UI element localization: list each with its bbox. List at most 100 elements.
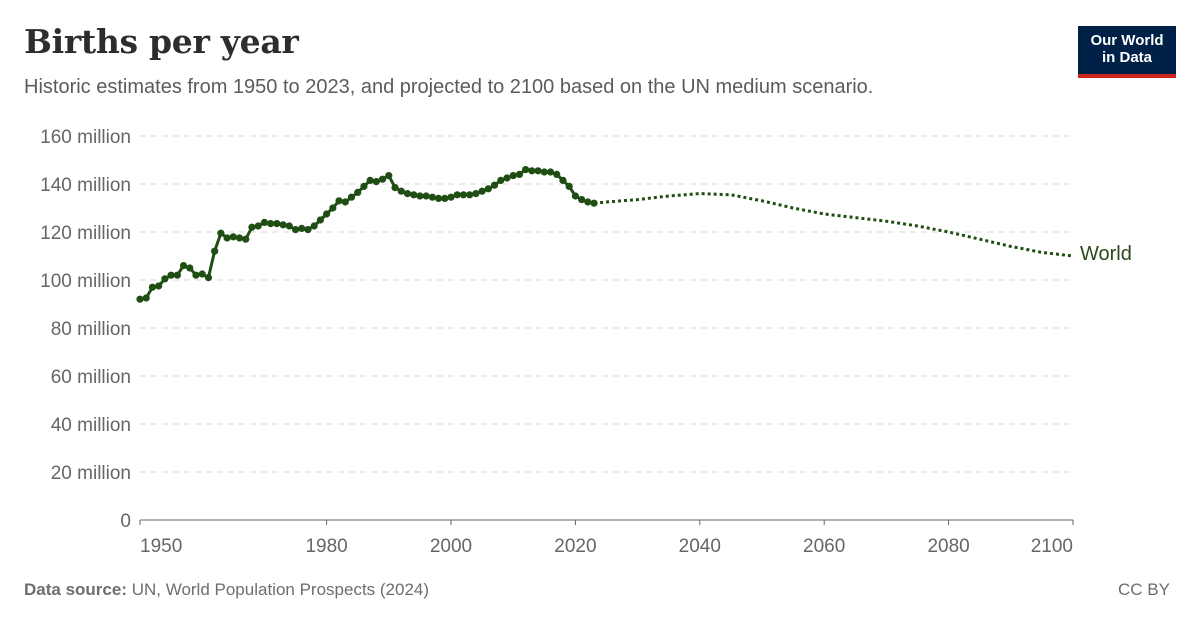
data-point <box>329 204 337 212</box>
data-point <box>366 176 374 184</box>
data-source: Data source: UN, World Population Prospe… <box>24 580 429 600</box>
data-point <box>335 197 343 205</box>
data-point <box>509 172 517 180</box>
data-point <box>298 224 306 232</box>
x-tick-label: 2080 <box>927 536 969 557</box>
axes <box>139 519 1074 525</box>
y-tick-label: 120 million <box>40 223 131 244</box>
data-point <box>179 262 188 270</box>
x-tick-label: 2040 <box>679 536 721 557</box>
data-point <box>161 275 169 283</box>
data-point <box>378 175 387 183</box>
data-point <box>571 192 580 200</box>
data-point <box>211 247 219 255</box>
data-point <box>422 192 430 200</box>
data-point <box>148 283 157 291</box>
data-point <box>453 191 461 199</box>
data-point <box>478 187 486 195</box>
owid-logo[interactable]: Our World in Data <box>1078 26 1176 78</box>
data-point <box>167 271 175 279</box>
data-point <box>459 191 468 199</box>
data-point <box>173 271 181 279</box>
y-tick-label: 0 <box>120 511 131 532</box>
data-point <box>242 235 250 243</box>
license-link[interactable]: CC BY <box>1118 580 1170 599</box>
x-tick-label: 2000 <box>430 536 472 557</box>
y-tick-label: 80 million <box>51 319 131 340</box>
data-point <box>472 190 480 198</box>
data-point <box>578 196 586 204</box>
data-point <box>546 168 555 176</box>
data-point <box>428 193 436 201</box>
data-point <box>447 193 455 201</box>
series-layer <box>136 166 1074 303</box>
data-point <box>248 223 256 231</box>
data-point <box>540 168 548 176</box>
data-point <box>285 222 293 230</box>
logo-line-1: Our World <box>1090 32 1164 49</box>
chart-title: Births per year <box>24 22 299 61</box>
data-point <box>267 220 275 228</box>
y-tick-label: 140 million <box>40 175 131 196</box>
y-tick-label: 160 million <box>40 127 131 148</box>
data-point <box>316 216 324 224</box>
data-point <box>186 264 194 272</box>
data-point <box>260 218 268 226</box>
data-point <box>273 220 281 228</box>
x-tick-label: 1980 <box>305 536 347 557</box>
data-point <box>515 170 524 178</box>
data-point <box>565 182 573 190</box>
data-point <box>279 221 287 229</box>
data-point <box>254 222 262 230</box>
data-point <box>372 178 380 186</box>
data-point <box>434 194 443 202</box>
data-point <box>198 270 206 278</box>
data-point <box>441 194 449 202</box>
data-point <box>217 229 225 237</box>
chart-subtitle: Historic estimates from 1950 to 2023, an… <box>24 76 874 98</box>
data-point <box>503 174 511 182</box>
data-point <box>235 234 244 242</box>
labels: 0 20 million 40 million 60 million 80 millio… <box>40 127 1132 557</box>
data-point <box>155 282 163 290</box>
data-point <box>410 191 418 199</box>
logo-line-2: in Data <box>1101 49 1152 66</box>
data-point <box>223 234 231 242</box>
data-point <box>229 233 237 241</box>
data-point <box>391 184 399 192</box>
data-point <box>341 198 349 206</box>
data-point <box>522 166 530 174</box>
data-point <box>142 294 150 302</box>
data-point <box>397 187 405 195</box>
data-point <box>310 222 318 230</box>
data-point <box>204 274 213 282</box>
data-source-text: UN, World Population Prospects (2024) <box>126 580 430 599</box>
grid-lines <box>140 135 1073 473</box>
data-point <box>192 271 200 279</box>
x-tick-label: 2100 <box>1031 536 1073 557</box>
series-world-projected-line <box>593 192 1074 258</box>
series-label-world: World <box>1080 243 1132 265</box>
x-tick-label: 2060 <box>803 536 845 557</box>
data-point <box>559 176 567 184</box>
x-tick-label: 1950 <box>140 536 182 557</box>
data-point <box>534 167 542 175</box>
y-tick-label: 20 million <box>51 463 131 484</box>
data-point <box>385 172 393 180</box>
data-point <box>347 193 356 201</box>
data-point <box>403 190 412 198</box>
data-point <box>304 226 312 234</box>
y-tick-label: 100 million <box>40 271 131 292</box>
data-source-label: Data source: <box>24 580 127 599</box>
data-point <box>553 170 561 178</box>
data-point <box>528 167 536 175</box>
data-point <box>466 191 474 199</box>
data-point <box>416 192 424 200</box>
data-point <box>490 181 499 189</box>
data-point <box>584 198 592 206</box>
data-point <box>354 188 362 196</box>
data-point <box>291 226 300 234</box>
x-tick-label: 2020 <box>554 536 596 557</box>
data-point <box>360 182 368 190</box>
